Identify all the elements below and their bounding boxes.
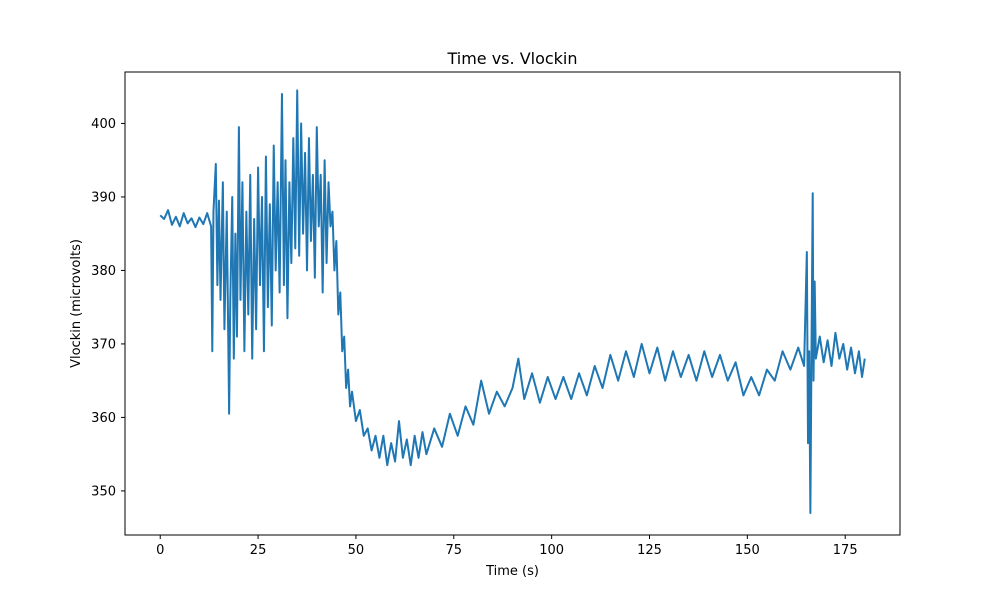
y-tick-label: 400 xyxy=(91,117,116,132)
series-layer xyxy=(159,89,866,514)
chart-title: Time vs. Vlockin xyxy=(446,49,577,68)
x-tick-label: 150 xyxy=(735,543,760,558)
plot-area-frame xyxy=(124,71,901,536)
x-axis: 0 25 50 75 100 125 150 175 xyxy=(156,535,858,558)
x-tick-label: 0 xyxy=(156,543,164,558)
y-axis: 350 360 370 380 390 400 xyxy=(91,117,125,499)
y-tick-label: 390 xyxy=(91,190,116,205)
y-tick-label: 360 xyxy=(91,411,116,426)
x-tick-label: 100 xyxy=(539,543,564,558)
x-tick-label: 175 xyxy=(833,543,858,558)
y-tick-label: 350 xyxy=(91,484,116,499)
x-tick-label: 75 xyxy=(446,543,463,558)
y-axis-label: Vlockin (microvolts) xyxy=(69,239,84,368)
x-tick-label: 50 xyxy=(348,543,365,558)
x-tick-label: 25 xyxy=(250,543,267,558)
y-tick-label: 380 xyxy=(91,264,116,279)
x-tick-label: 125 xyxy=(637,543,662,558)
x-axis-label: Time (s) xyxy=(485,564,539,579)
y-tick-label: 370 xyxy=(91,337,116,352)
series-line-0 xyxy=(159,89,866,514)
